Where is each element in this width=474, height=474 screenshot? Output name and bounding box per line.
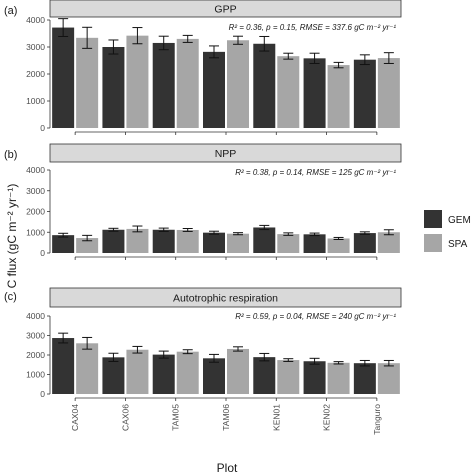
bar-spa-tam06 xyxy=(227,348,249,394)
y-tick-label: 2000 xyxy=(26,350,45,360)
x-tick-label-cax04: CAX04 xyxy=(70,404,80,431)
panel-strip xyxy=(49,143,402,163)
panel-tag: (c) xyxy=(4,291,17,303)
legend-label-spa: SPA xyxy=(448,239,468,250)
x-tick-label-cax06: CAX06 xyxy=(120,404,130,431)
panel-strip xyxy=(49,287,402,308)
bar-spa-ken01 xyxy=(277,234,300,253)
bar-spa-ken01 xyxy=(277,56,300,128)
y-tick-label: 0 xyxy=(40,248,45,258)
bar-spa-ken02 xyxy=(327,362,350,394)
bar-spa-tam05 xyxy=(176,38,199,128)
bar-spa-cax04 xyxy=(76,37,99,128)
bar-spa-tam06 xyxy=(227,40,249,128)
bar-gem-cax04 xyxy=(52,27,75,129)
bar-spa-ken02 xyxy=(327,65,350,128)
bar-gem-tam06 xyxy=(203,232,225,253)
bar-gem-cax04 xyxy=(52,235,75,253)
y-tick-label: 4000 xyxy=(26,15,45,25)
bar-spa-cax06 xyxy=(126,228,149,253)
panel-title: NPP xyxy=(215,148,237,160)
x-axis-title: Plot xyxy=(217,461,238,474)
x-tick-label-tam06: TAM06 xyxy=(221,404,231,431)
bar-gem-cax06 xyxy=(102,357,125,394)
bar-spa-cax06 xyxy=(126,35,149,128)
bar-spa-tanguro xyxy=(377,232,400,253)
bar-spa-ken02 xyxy=(327,238,350,253)
y-tick-label: 3000 xyxy=(26,186,45,196)
bar-gem-tam05 xyxy=(152,42,175,129)
bar-gem-tanguro xyxy=(353,233,376,253)
panel-tag: (b) xyxy=(4,149,17,161)
panels-group: (a) GPP R² = 0.36, p = 0.15, RMSE = 337.6 … xyxy=(4,0,402,435)
panel-1: (a) GPP R² = 0.36, p = 0.15, RMSE = 337.6 … xyxy=(4,0,402,135)
bar-spa-tam05 xyxy=(176,229,199,253)
legend-label-gem: GEM xyxy=(448,215,471,226)
y-tick-label: 4000 xyxy=(26,311,45,321)
bar-gem-ken01 xyxy=(253,357,276,394)
x-tick-label-ken02: KEN02 xyxy=(322,404,332,431)
bar-gem-cax06 xyxy=(102,229,125,253)
bar-gem-tanguro xyxy=(353,59,376,128)
bar-gem-tam05 xyxy=(152,354,175,394)
bar-gem-ken02 xyxy=(303,58,326,129)
x-tick-label-ken01: KEN01 xyxy=(271,404,281,431)
y-tick-label: 0 xyxy=(40,389,45,399)
bar-gem-cax04 xyxy=(52,338,75,394)
panel-stat-text: R² = 0.59, p = 0.04, RMSE = 240 gC m⁻² y… xyxy=(235,312,396,321)
bar-spa-tanguro xyxy=(377,58,400,128)
y-tick-label: 3000 xyxy=(26,331,45,341)
bar-gem-ken02 xyxy=(303,234,326,253)
bar-gem-ken02 xyxy=(303,361,326,394)
bar-spa-tam06 xyxy=(227,233,249,253)
bar-spa-cax04 xyxy=(76,238,99,253)
panel-title: GPP xyxy=(214,4,236,16)
bar-spa-cax04 xyxy=(76,343,99,394)
panel-stat-text: R² = 0.36, p = 0.15, RMSE = 337.6 gC m⁻²… xyxy=(229,23,397,32)
bar-spa-tam05 xyxy=(176,351,199,394)
y-tick-label: 0 xyxy=(40,123,45,133)
y-tick-label: 1000 xyxy=(26,370,45,380)
y-tick-label: 1000 xyxy=(26,227,45,237)
y-tick-label: 2000 xyxy=(26,207,45,217)
bar-gem-tanguro xyxy=(353,363,376,394)
y-tick-label: 1000 xyxy=(26,96,45,106)
bar-gem-ken01 xyxy=(253,227,276,253)
y-axis-title: C flux (gC m⁻² yr⁻¹) xyxy=(5,184,19,289)
panel-strip xyxy=(49,0,402,18)
bar-gem-tam05 xyxy=(152,229,175,253)
y-tick-label: 2000 xyxy=(26,69,45,79)
legend: GEM SPA xyxy=(424,210,471,252)
x-tick-label-tam05: TAM05 xyxy=(171,404,181,431)
bar-spa-cax06 xyxy=(126,349,149,394)
panel-title: Autotrophic respiration xyxy=(173,293,278,305)
legend-swatch-gem xyxy=(424,210,442,228)
panel-2: (b) NPP R² = 0.38, p = 0.14, RMSE = 125 gC… xyxy=(4,143,402,260)
legend-swatch-spa xyxy=(424,234,442,252)
bar-gem-ken01 xyxy=(253,43,276,129)
panel-stat-text: R² = 0.38, p = 0.14, RMSE = 125 gC m⁻² y… xyxy=(235,168,396,177)
bar-spa-tanguro xyxy=(377,363,400,394)
bar-gem-tam06 xyxy=(203,358,225,394)
x-tick-label-tanguro: Tanguro xyxy=(372,404,382,435)
bar-gem-cax06 xyxy=(102,47,125,128)
bar-gem-tam06 xyxy=(203,51,225,128)
y-tick-label: 3000 xyxy=(26,42,45,52)
y-tick-label: 4000 xyxy=(26,165,45,175)
panel-3: (c) Autotrophic respiration R² = 0.59, p =… xyxy=(4,287,402,435)
panel-tag: (a) xyxy=(4,5,17,17)
bar-spa-ken01 xyxy=(277,360,300,394)
